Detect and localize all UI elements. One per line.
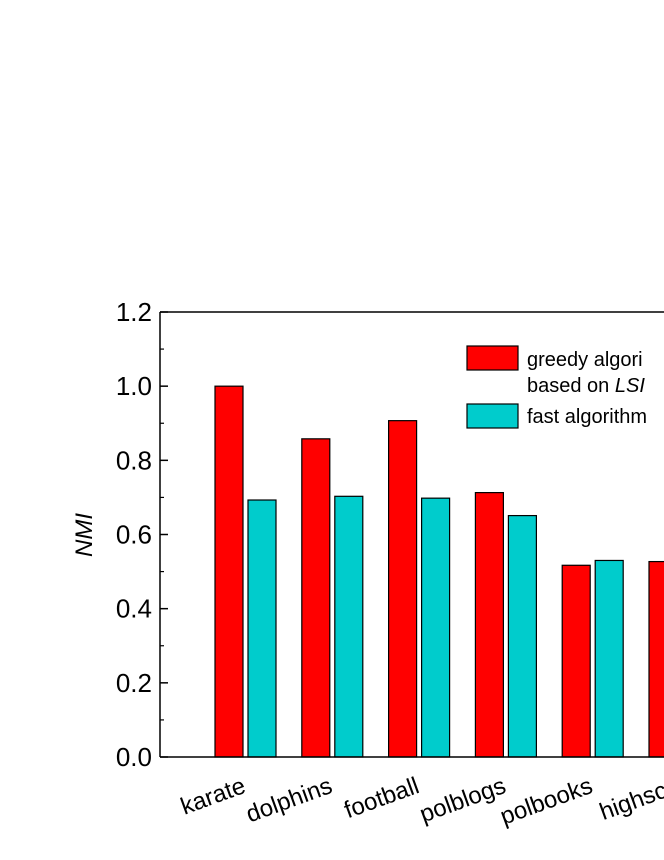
- legend-swatch-fast: [466, 403, 519, 429]
- legend-label-greedy-italic: LSI: [615, 375, 645, 397]
- bar-fast-karate: [247, 499, 277, 758]
- y-tick-label-1.2: 1.2: [116, 297, 152, 327]
- bar-greedy-football: [388, 420, 418, 758]
- legend-swatch-greedy: [466, 345, 519, 371]
- bar-fast-football: [421, 497, 451, 758]
- bar-fast-polblogs: [507, 514, 537, 758]
- bar-greedy-dolphins: [301, 438, 331, 758]
- y-tick-label-0.8: 0.8: [116, 445, 152, 475]
- x-tick-label-karate: karate: [177, 772, 249, 820]
- bars-group: [214, 385, 664, 758]
- x-tick-label-highschool: highsch: [596, 772, 664, 826]
- bar-fast-dolphins: [334, 495, 364, 758]
- x-tick-label-football: football: [341, 772, 423, 824]
- legend-label-greedy-line2: based on LSI: [527, 375, 645, 397]
- legend-label-greedy-line1: greedy algori: [527, 349, 643, 371]
- legend-label-fast: fast algorithm: [527, 406, 647, 428]
- x-tick-label-dolphins: dolphins: [243, 772, 336, 828]
- bar-greedy-highschool: [648, 560, 664, 758]
- x-tick-label-polblogs: polblogs: [416, 772, 509, 828]
- y-tick-label-0.0: 0.0: [116, 742, 152, 772]
- legend: greedy algori based on LSI fast algorith…: [466, 345, 647, 429]
- bar-greedy-polbooks: [561, 564, 591, 758]
- x-tick-label-polbooks: polbooks: [497, 772, 597, 830]
- y-tick-label-0.6: 0.6: [116, 520, 152, 550]
- bar-greedy-karate: [214, 385, 244, 758]
- y-tick-label-0.2: 0.2: [116, 668, 152, 698]
- bar-greedy-polblogs: [474, 491, 504, 758]
- legend-label-greedy-prefix: based on: [527, 375, 615, 397]
- y-axis-label: NMI: [71, 513, 98, 557]
- bar-fast-polbooks: [594, 559, 624, 758]
- y-tick-label-0.4: 0.4: [116, 594, 152, 624]
- y-tick-label-1.0: 1.0: [116, 371, 152, 401]
